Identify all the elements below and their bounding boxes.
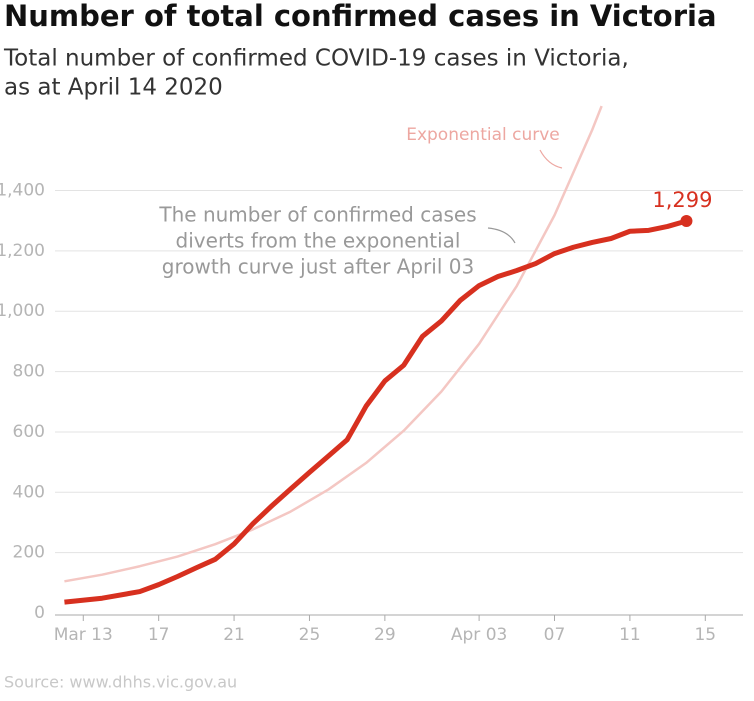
arrow (539, 149, 563, 169)
x-tick-label: 11 (619, 625, 641, 645)
x-tick-label: 07 (544, 625, 566, 645)
plot-area (64, 105, 688, 605)
y-tick-label: 1,000 (0, 301, 45, 321)
subtitle: Total number of confirmed COVID-19 cases… (3, 46, 629, 72)
cases-line (64, 218, 688, 605)
x-tick-label: Mar 13 (54, 625, 113, 645)
chart-title: Number of total confirmed cases in Victo… (4, 0, 717, 33)
x-tick-label: 15 (694, 625, 716, 645)
annotation: The number of confirmed cases (158, 203, 476, 227)
curve-label: Exponential curve (406, 125, 560, 145)
x-tick-label: 21 (223, 625, 245, 645)
annotation: diverts from the exponential (176, 229, 461, 253)
y-tick-label: 600 (13, 422, 45, 442)
exponential-curve (64, 105, 603, 583)
value-label: 1,299 (652, 188, 712, 212)
annotation: growth curve just after April 03 (162, 255, 474, 279)
y-tick-label: 200 (13, 543, 45, 563)
grid: 0 200 400 600 800 1,000 1,200 1,400 Mar 13 17 21 25… (0, 181, 743, 645)
x-tick-label: Apr 03 (451, 625, 507, 645)
x-tick-label: 25 (299, 625, 321, 645)
y-tick-label: 1,400 (0, 181, 45, 201)
y-tick-label: 400 (13, 482, 45, 502)
arrow (487, 227, 516, 244)
source: Source: www.dhhs.vic.gov.au (4, 673, 237, 692)
x-tick-label: 29 (374, 625, 396, 645)
end-point (680, 215, 693, 228)
subtitle: as at April 14 2020 (4, 75, 223, 101)
x-tick-label: 17 (148, 625, 170, 645)
y-tick-label: 1,200 (0, 241, 45, 261)
y-tick-label: 800 (13, 362, 45, 382)
y-tick-label: 0 (34, 603, 45, 623)
